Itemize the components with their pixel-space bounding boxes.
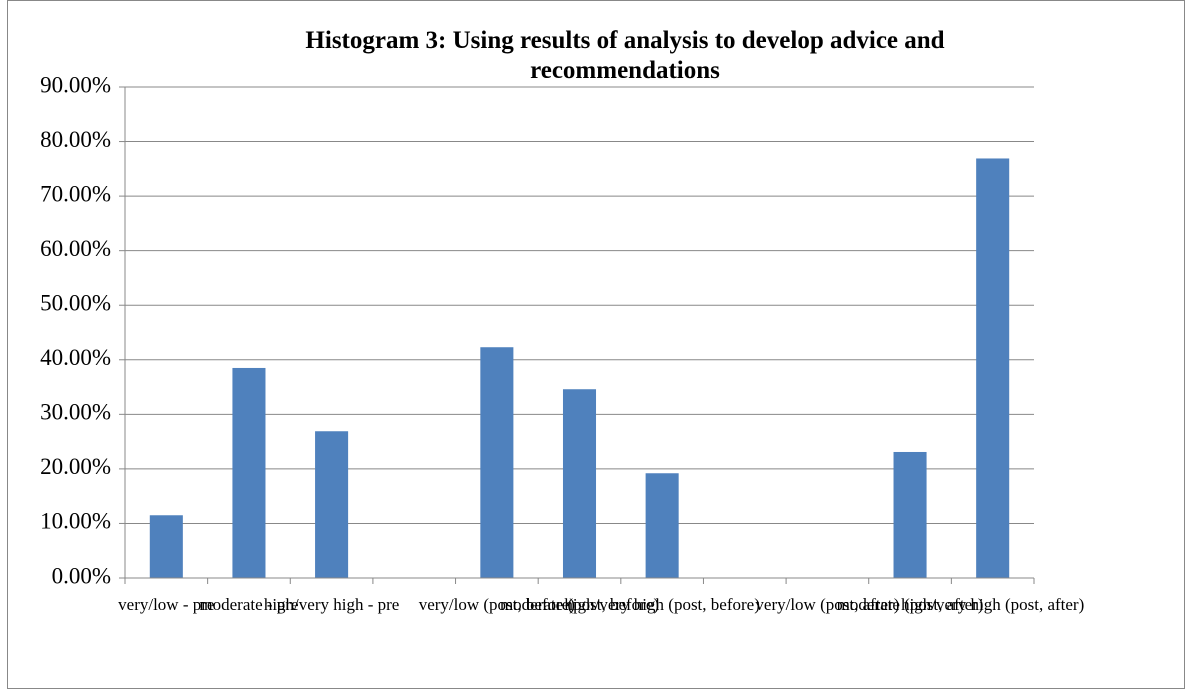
x-tick-label: very/low (post, after) — [755, 595, 899, 614]
bar — [232, 367, 266, 578]
bar — [480, 347, 514, 578]
y-tick-label: 70.00% — [40, 181, 111, 206]
y-tick-label: 10.00% — [40, 509, 111, 534]
bar — [315, 431, 349, 578]
x-tick-label: high/very high - pre — [264, 595, 400, 614]
y-tick-label: 50.00% — [40, 291, 111, 316]
bar — [976, 158, 1010, 578]
y-tick-label: 0.00% — [52, 563, 111, 588]
x-tick-label: high/very high (post, before) — [564, 595, 759, 614]
chart-frame — [7, 0, 1185, 689]
y-tick-label: 80.00% — [40, 127, 111, 152]
x-tick-label: high/very high (post, after) — [901, 595, 1084, 614]
x-tick-label: moderate (post, before) — [500, 595, 659, 614]
y-tick-label: 60.00% — [40, 236, 111, 261]
x-tick-label: moderate - pre — [199, 595, 298, 614]
y-tick-label: 90.00% — [40, 72, 111, 97]
x-tick-label: very/low (post, before) — [419, 595, 575, 614]
x-tick-label: moderate (post, after) — [837, 595, 984, 614]
y-tick-label: 40.00% — [40, 345, 111, 370]
bar — [893, 451, 927, 578]
x-tick-label: very/low - pre — [118, 595, 214, 614]
y-tick-label: 30.00% — [40, 400, 111, 425]
bar — [562, 389, 597, 578]
y-tick-label: 20.00% — [40, 454, 111, 479]
chart-title: Histogram 3: Using results of analysis t… — [305, 27, 945, 84]
bar — [645, 473, 679, 578]
bar — [149, 515, 183, 578]
